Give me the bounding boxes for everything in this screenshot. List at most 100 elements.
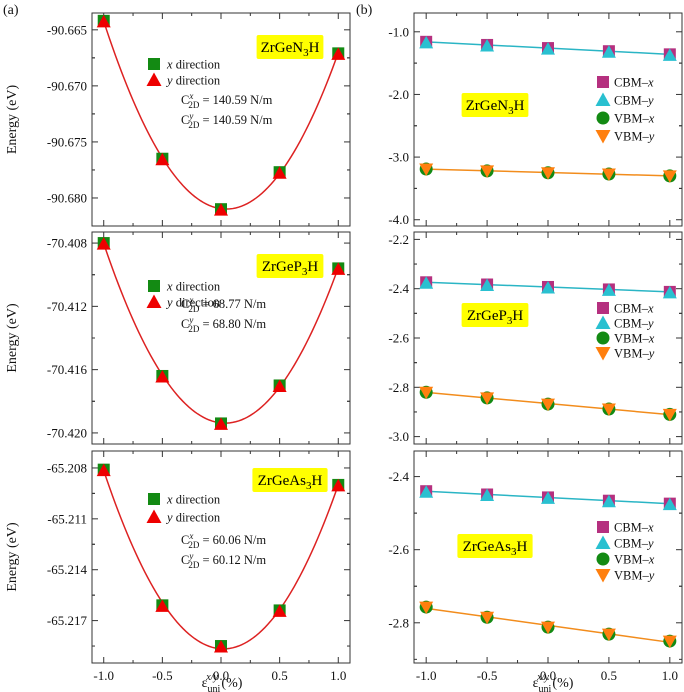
data-point-cbm-y xyxy=(541,491,555,504)
data-point-vbm-y xyxy=(662,408,677,422)
y-tick-label: -2.8 xyxy=(388,380,409,395)
data-point-y-direction xyxy=(214,417,228,430)
legend-marker xyxy=(596,331,610,345)
panel-a3: -1.0 -0.5 0.0 0.5 1.0 -65.217 -65.214 -65.211 -6… xyxy=(5,450,351,683)
legend-label: CBM–x xyxy=(614,521,654,535)
legend-marker xyxy=(148,280,160,292)
y-tick-label: -70.412 xyxy=(47,299,87,314)
panel-label-a: (a) xyxy=(3,3,19,18)
legend-label: x direction xyxy=(166,58,221,72)
legend-marker xyxy=(595,130,611,144)
legend-marker xyxy=(146,294,162,308)
panel-title-box xyxy=(461,93,529,117)
x-tick-label: -0.5 xyxy=(152,668,173,683)
data-point-cbm-y xyxy=(419,35,434,49)
legend-marker xyxy=(596,111,610,125)
panel-b1: -4.0 -3.0 -2.0 -1.0 ZrGeN3H CBM–x CBM–y VBM–x VB… xyxy=(388,12,683,227)
y-tick-label: -65.214 xyxy=(47,562,88,577)
legend-label: y direction xyxy=(165,296,221,310)
panel-title-box xyxy=(461,303,529,327)
y-axis-label: Energy (eV) xyxy=(5,522,20,592)
panel-title-text: ZrGeN3H xyxy=(261,40,320,59)
data-point-cbm-y xyxy=(601,283,616,296)
data-point-y-direction xyxy=(272,379,287,392)
data-point-vbm-y xyxy=(541,398,555,412)
y-tick-label: -1.0 xyxy=(388,24,409,39)
panel-title-text: ZrGeAs3H xyxy=(463,539,528,558)
legend-label: CBM–x xyxy=(614,76,654,90)
y-tick-label: -90.675 xyxy=(47,134,87,149)
data-point-vbm-y xyxy=(419,163,434,176)
legend-label: x direction xyxy=(166,280,221,294)
stiffness-label: Cx 2D = 60.06 N/m xyxy=(181,531,266,550)
legend-marker xyxy=(595,569,611,583)
data-point-vbm-y xyxy=(601,628,616,642)
legend-marker xyxy=(595,347,611,361)
data-point-vbm-y xyxy=(480,611,495,625)
y-tick-label: -70.416 xyxy=(47,362,88,377)
y-tick-label: -4.0 xyxy=(388,212,409,227)
legend-marker xyxy=(597,76,609,88)
legend-marker xyxy=(146,72,162,86)
x-tick-label: 1.0 xyxy=(662,668,678,683)
data-point-cbm-y xyxy=(419,276,434,289)
data-point-vbm-y xyxy=(419,601,434,615)
y-tick-label: -3.0 xyxy=(388,429,409,444)
data-point-y-direction xyxy=(214,640,228,653)
legend-marker xyxy=(597,302,609,314)
legend-label: y direction xyxy=(165,74,221,88)
y-tick-label: -2.4 xyxy=(388,469,409,484)
legend-marker xyxy=(595,92,611,106)
stiffness-label: Cx 2D = 140.59 N/m xyxy=(181,91,273,110)
data-point-cbm-y xyxy=(662,48,677,61)
panel-title-box xyxy=(256,254,324,278)
panel-title-text: ZrGeP3H xyxy=(467,308,524,327)
y-tick-label: -70.408 xyxy=(47,236,87,251)
y-tick-label: -65.211 xyxy=(47,511,87,526)
y-tick-label: -90.670 xyxy=(47,78,87,93)
data-point-y-direction xyxy=(214,203,228,216)
data-point-cbm-y xyxy=(662,285,677,299)
data-point-vbm-y xyxy=(480,392,495,405)
data-point-y-direction xyxy=(331,478,346,492)
data-point-y-direction xyxy=(331,262,346,275)
data-point-vbm-y xyxy=(601,403,616,416)
y-tick-label: -90.665 xyxy=(47,22,87,37)
data-point-cbm-y xyxy=(601,494,616,508)
y-axis-label: Energy (eV) xyxy=(5,85,20,155)
y-tick-label: -2.0 xyxy=(388,87,409,102)
data-point-vbm-y xyxy=(480,165,495,178)
panel-title-box xyxy=(457,534,533,558)
x-tick-label: -1.0 xyxy=(93,668,114,683)
data-point-y-direction xyxy=(96,463,111,477)
legend-label: VBM–x xyxy=(614,112,655,126)
legend-label: CBM–y xyxy=(614,537,654,551)
legend-marker xyxy=(148,493,160,505)
legend-marker xyxy=(146,509,162,523)
x-tick-label: 0.0 xyxy=(540,668,556,683)
legend-marker xyxy=(595,315,611,329)
data-point-y-direction xyxy=(272,604,287,617)
legend-label: x direction xyxy=(166,493,221,507)
panel-title-text: ZrGeP3H xyxy=(262,259,319,278)
data-point-y-direction xyxy=(155,599,170,612)
stiffness-label: Cx 2D = 68.77 N/m xyxy=(181,295,266,314)
legend-label: VBM–x xyxy=(614,332,655,346)
panel-title-text: ZrGeN3H xyxy=(466,98,525,117)
x-tick-label: -0.5 xyxy=(477,668,498,683)
data-point-cbm-y xyxy=(419,485,434,498)
legend-label: CBM–y xyxy=(614,317,654,331)
data-point-cbm-y xyxy=(601,45,616,58)
data-point-cbm-y xyxy=(541,280,555,294)
data-point-vbm-y xyxy=(601,168,616,182)
x-tick-label: 1.0 xyxy=(330,668,346,683)
data-point-cbm-y xyxy=(480,38,495,52)
y-tick-label: -65.208 xyxy=(47,460,87,475)
data-point-vbm-y xyxy=(419,386,434,400)
data-point-y-direction xyxy=(331,47,346,60)
panel-title-text: ZrGeAs3H xyxy=(258,473,323,492)
y-tick-label: -65.217 xyxy=(47,613,88,628)
y-tick-label: -2.4 xyxy=(388,281,409,296)
